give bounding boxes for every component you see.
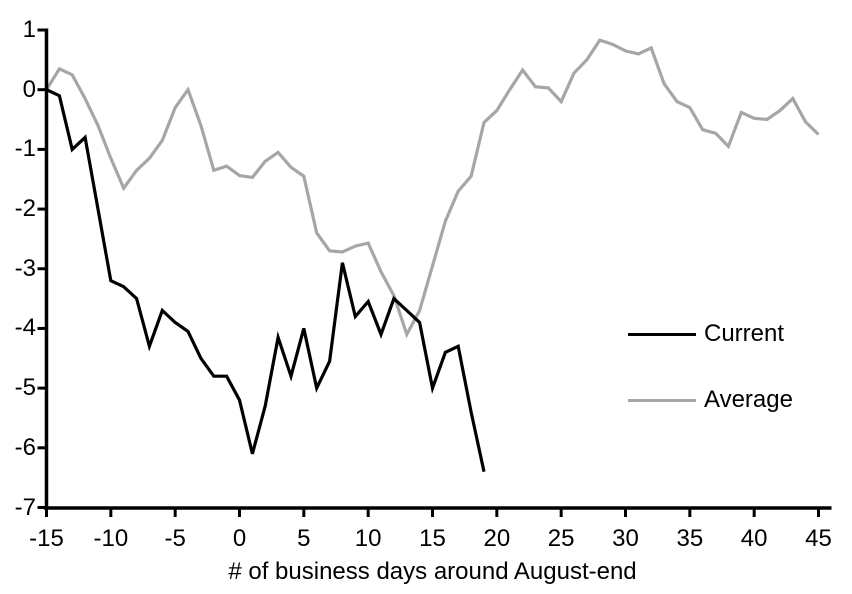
legend-item-average: Average: [628, 385, 793, 415]
current-line-swatch: [628, 332, 696, 336]
x-tick-label: 40: [740, 525, 768, 552]
x-tick-label: 10: [354, 525, 382, 552]
y-tick-label: -2: [14, 195, 36, 223]
average-line-swatch: [628, 398, 696, 402]
average-series-line: [45, 38, 820, 339]
x-tick-label: 30: [612, 525, 639, 552]
y-tick-label: -1: [14, 135, 36, 163]
y-tick-label: 0: [22, 75, 36, 103]
current-series-line: [45, 88, 486, 473]
x-tick-label: 35: [676, 525, 704, 552]
y-tick-label: 1: [22, 16, 36, 43]
legend: Current Average: [628, 319, 793, 415]
legend-label-average: Average: [704, 386, 793, 413]
y-tick-label: -3: [14, 254, 36, 282]
x-tick-label: 5: [297, 525, 311, 552]
legend-item-current: Current: [628, 319, 793, 349]
x-tick-label: -10: [93, 525, 129, 552]
y-tick-label: -7: [14, 493, 36, 521]
x-tick-label: 45: [805, 525, 832, 552]
x-tick-label: 20: [483, 525, 511, 552]
x-tick-label: -5: [164, 525, 186, 552]
x-tick-label: -15: [29, 525, 64, 552]
x-tick-label: 25: [547, 525, 575, 552]
y-tick-label: -6: [14, 433, 36, 461]
x-axis-title: # of business days around August-end: [228, 558, 637, 585]
x-tick-label: 0: [232, 525, 247, 552]
x-tick-label: 15: [419, 525, 446, 552]
legend-label-current: Current: [704, 320, 785, 347]
y-tick-label: -4: [14, 314, 36, 342]
y-tick-label: -5: [14, 374, 36, 402]
